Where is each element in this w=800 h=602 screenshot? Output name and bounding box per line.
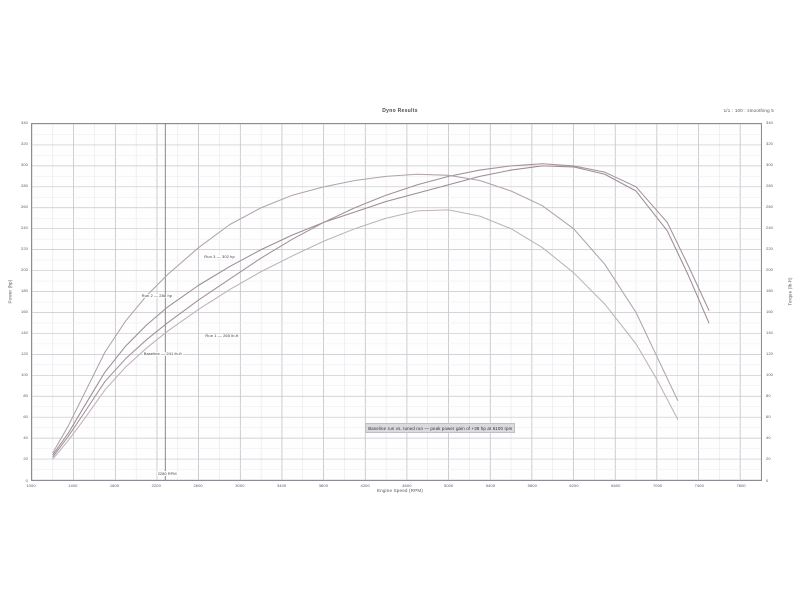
y-tick-label-right: 120: [766, 351, 773, 357]
chart-series-lines: [52, 163, 710, 460]
y-tick-label-left: 100: [21, 372, 28, 378]
y-tick-label-right: 280: [766, 182, 773, 188]
y-tick-label-right: 100: [766, 372, 773, 378]
x-tick-label: 4200: [360, 483, 370, 488]
x-tick-label: 2200: [151, 483, 161, 488]
chart-title: Dyno Results: [382, 108, 418, 114]
x-tick-label: 3000: [235, 483, 245, 488]
y-tick-label-left: 140: [21, 330, 28, 336]
x-tick-label: 6200: [569, 483, 579, 488]
x-tick-label: 7400: [694, 483, 704, 488]
x-tick-label: 6600: [611, 483, 621, 488]
cursor-readout-label: 2280 RPM: [156, 471, 178, 476]
y-tick-label-right: 320: [766, 140, 773, 146]
y-tick-label-left: 300: [21, 161, 28, 167]
y-tick-label-left: 260: [21, 203, 28, 209]
x-tick-label: 2600: [193, 483, 203, 488]
x-tick-label: 7800: [736, 483, 746, 488]
y-tick-label-left: 0: [25, 477, 28, 483]
y-tick-label-left: 160: [21, 309, 28, 314]
y-tick-label-left: 120: [21, 351, 28, 357]
y-tick-label-right: 260: [766, 203, 773, 209]
plot-area[interactable]: [31, 123, 762, 481]
y-tick-label-right: 340: [766, 119, 773, 125]
y-tick-label-left: 20: [23, 456, 28, 462]
y-tick-label-left: 220: [21, 245, 28, 251]
y-tick-label-left: 40: [23, 435, 28, 441]
x-tick-label: 3800: [318, 483, 329, 488]
y-tick-label-right: 220: [766, 245, 773, 251]
y-tick-label-left: 340: [21, 119, 28, 125]
y-tick-label-right: 140: [766, 330, 773, 336]
y-tick-label-left: 80: [23, 393, 28, 399]
x-tick-label: 5000: [444, 483, 454, 488]
curve-annotation-2: Run 1 — 265 lb-ft: [204, 332, 240, 339]
x-tick-label: 3400: [276, 483, 287, 488]
y-tick-label-right: 160: [766, 309, 773, 314]
curve-annotation-3: Baseline — 241 lb-ft: [142, 350, 183, 356]
x-tick-label: 1800: [109, 483, 120, 488]
y-tick-label-left: 200: [21, 266, 28, 272]
y-tick-label-right: 80: [766, 393, 771, 399]
x-tick-label: 7000: [652, 483, 663, 488]
y-tick-label-right: 60: [766, 414, 771, 420]
chart-subtitle-right: 1/1 : 100 : smoothing 5: [723, 108, 774, 113]
y-tick-label-left: 280: [21, 182, 28, 188]
curve-annotation-0: Run 3 — 302 hp: [203, 253, 236, 260]
y-tick-label-left: 320: [21, 140, 28, 146]
y-tick-label-right: 240: [766, 224, 773, 230]
y-tick-label-right: 180: [766, 288, 773, 293]
x-tick-label: 5400: [485, 483, 496, 488]
chart-sheet: Dyno Results 1/1 : 100 : smoothing 5 Pow…: [0, 108, 800, 506]
x-axis-title: Engine Speed (RPM): [376, 488, 424, 493]
x-tick-label: 4600: [402, 483, 412, 488]
x-tick-label: 1000: [26, 483, 36, 488]
y-tick-label-right: 40: [766, 435, 771, 441]
plot-note-box: Baseline run vs. tuned run — peak power …: [365, 423, 516, 434]
y-tick-label-right: 300: [766, 161, 773, 167]
y-tick-label-right: 20: [766, 456, 771, 462]
chart-gridlines: [32, 124, 761, 480]
x-tick-label: 1400: [68, 483, 78, 488]
y-tick-label-right: 0: [766, 477, 769, 483]
y-tick-label-left: 180: [21, 288, 28, 293]
x-tick-label: 5800: [527, 483, 537, 488]
curve-annotation-1: Run 2 — 288 hp: [140, 292, 174, 299]
y-tick-label-left: 60: [23, 414, 28, 420]
y-tick-label-right: 200: [766, 266, 773, 272]
y-tick-label-left: 240: [21, 224, 28, 230]
